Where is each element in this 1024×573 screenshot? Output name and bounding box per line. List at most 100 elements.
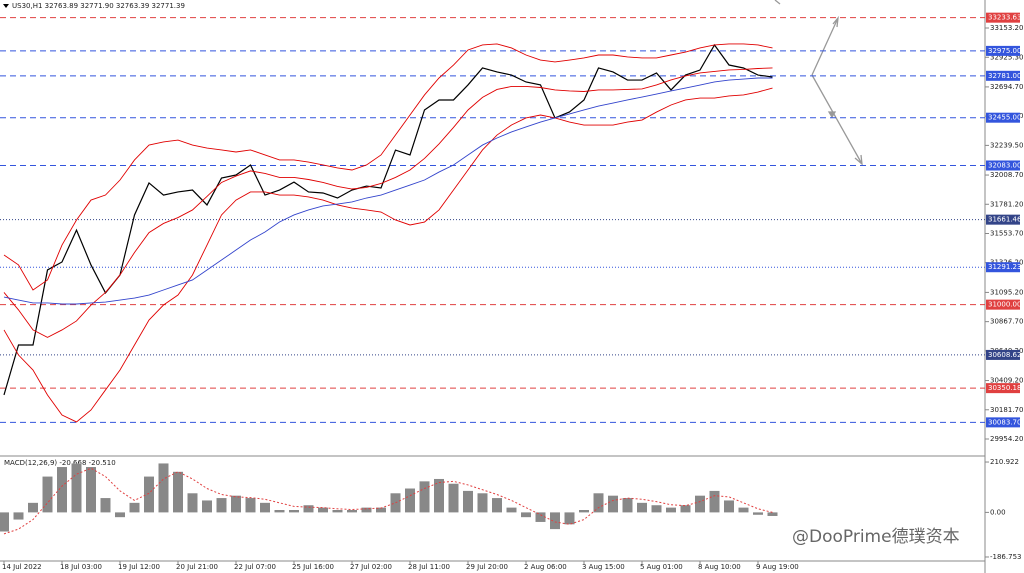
macd-bar (434, 478, 444, 513)
level-label: 31000.00 (988, 301, 1021, 309)
y-tick-label: 31553.70 (990, 230, 1023, 238)
y-tick-label: 30867.70 (990, 318, 1023, 326)
macd-bar (767, 512, 778, 516)
macd-bar (666, 507, 676, 513)
macd-bar (361, 507, 372, 513)
price-line (3, 43, 773, 396)
macd-bar (318, 507, 328, 513)
macd-bar (187, 493, 198, 513)
level-label: 32781.00 (988, 72, 1021, 80)
macd-bar (405, 488, 415, 513)
level-label-box (986, 112, 1020, 123)
level-label-box (986, 70, 1020, 81)
macd-bar (274, 510, 285, 513)
macd-bar (637, 502, 647, 513)
macd-bar (245, 498, 256, 513)
indicator-line (3, 43, 773, 291)
x-tick-label: 22 Jul 07:00 (234, 563, 276, 571)
level-label-box (986, 417, 1020, 428)
x-tick-label: 9 Aug 19:00 (756, 563, 799, 571)
macd-bar (289, 510, 299, 513)
macd-bar (477, 493, 488, 513)
macd-bar (376, 507, 386, 513)
signal-line (3, 467, 773, 535)
macd-bar (42, 476, 53, 513)
watermark: @DooPrime德璞资本 (792, 527, 960, 547)
macd-bar (463, 490, 473, 513)
level-label: 31291.23 (988, 263, 1021, 271)
x-tick-label: 29 Jul 20:00 (466, 563, 508, 571)
x-tick-label: 5 Aug 01:00 (640, 563, 683, 571)
macd-bar (593, 493, 604, 513)
indicator-line (3, 67, 773, 338)
macd-bar (216, 498, 227, 513)
y-tick-label: 31781.20 (990, 200, 1023, 208)
x-tick-label: 20 Jul 21:00 (176, 563, 218, 571)
macd-bar (173, 471, 183, 513)
x-tick-label: 8 Aug 10:00 (698, 563, 741, 571)
macd-bar (738, 507, 749, 513)
macd-bar (260, 502, 270, 513)
macd-bar (492, 498, 502, 513)
x-tick-label: 27 Jul 02:00 (350, 563, 392, 571)
y-tick-label: 30181.70 (990, 406, 1023, 414)
level-label: 30350.18 (988, 384, 1021, 392)
level-label-box (986, 299, 1020, 310)
macd-bar (86, 467, 96, 513)
macd-bar (550, 512, 560, 530)
level-label-box (986, 45, 1020, 56)
macd-bar (71, 463, 82, 513)
macd-bar (129, 502, 140, 513)
level-label-box (986, 383, 1020, 394)
macd-bar (0, 512, 9, 532)
y-tick-label: 32694.70 (990, 83, 1023, 91)
macd-bar (332, 510, 343, 513)
macd-bar (724, 500, 734, 513)
y-tick-label: 33153.20 (990, 24, 1023, 32)
macd-bar (28, 502, 38, 513)
x-tick-label: 18 Jul 03:00 (60, 563, 102, 571)
level-label: 30608.62 (988, 351, 1021, 359)
indicator-line (3, 77, 773, 305)
level-label: 32083.00 (988, 161, 1021, 169)
y-tick-label: 30409.20 (990, 377, 1023, 385)
macd-bar (680, 505, 691, 513)
y-tick-label: 31095.20 (990, 288, 1023, 296)
indicator-line (3, 87, 773, 423)
macd-bar (753, 512, 763, 515)
macd-bar (144, 476, 154, 513)
macd-bar (608, 495, 618, 513)
level-label-box (986, 160, 1020, 171)
macd-bar (564, 512, 575, 525)
macd-bar (231, 495, 241, 513)
x-tick-label: 14 Jul 2022 (2, 563, 42, 571)
y-tick-label: 32925.30 (990, 53, 1023, 61)
x-tick-label: 3 Aug 15:00 (582, 563, 625, 571)
y-tick-label: 210.922 (990, 458, 1019, 466)
level-label: 32975.00 (988, 47, 1021, 55)
level-label-box (986, 12, 1020, 23)
macd-bar (695, 495, 705, 513)
macd-bar (57, 467, 67, 513)
projection-arrows (774, 0, 863, 166)
macd-bar (303, 505, 314, 513)
menu-triangle (3, 4, 9, 8)
level-label: 30083.70 (988, 418, 1021, 426)
y-tick-label: 32239.50 (990, 141, 1023, 149)
macd-bar (521, 512, 531, 518)
macd-bar (448, 483, 459, 513)
level-label-box (986, 214, 1020, 225)
y-tick-label: 32008.70 (990, 171, 1023, 179)
level-label: 31661.46 (988, 216, 1022, 224)
y-tick-label: 29954.20 (990, 435, 1023, 443)
level-label: 33233.63 (988, 14, 1021, 22)
macd-bar (535, 512, 546, 522)
x-tick-label: 25 Jul 16:00 (292, 563, 334, 571)
x-tick-label: 28 Jul 11:00 (408, 563, 450, 571)
level-label-box (986, 262, 1020, 273)
macd-bar (158, 463, 169, 513)
macd-bar (506, 507, 517, 513)
macd-bar (115, 512, 125, 518)
x-tick-label: 2 Aug 06:00 (524, 563, 567, 571)
